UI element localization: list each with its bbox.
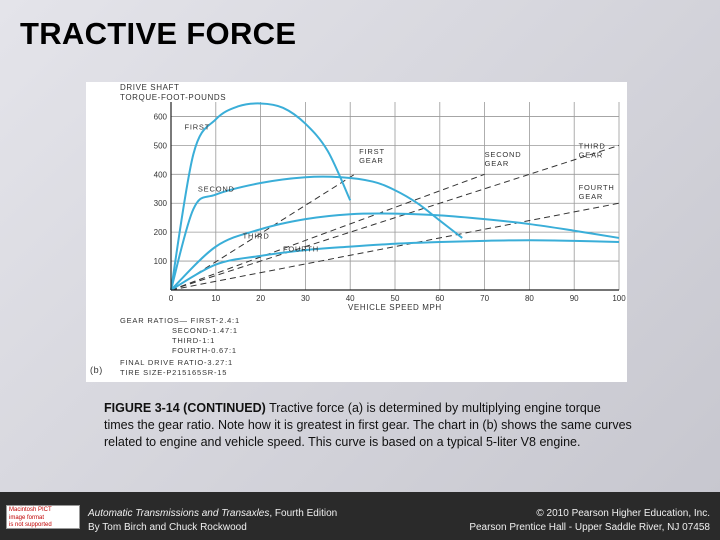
- pict-badge-line1: Macintosh PICT: [9, 507, 52, 513]
- series-first-gear-line: [170, 173, 355, 291]
- curve-annotation: SECOND: [198, 185, 235, 194]
- publisher-text: Pearson Prentice Hall - Upper Saddle Riv…: [469, 522, 710, 533]
- pict-badge-line2: image format: [9, 514, 45, 521]
- curve-annotation: THIRD: [243, 232, 270, 241]
- panel-label: (b): [90, 365, 103, 375]
- x-tick-label: 0: [169, 294, 174, 303]
- series-second-curve: [170, 175, 463, 291]
- curve-annotation: FIRST: [184, 122, 210, 131]
- book-title: Automatic Transmissions and Transaxles: [88, 508, 270, 519]
- y-axis-label-line1: DRIVE SHAFT: [120, 83, 180, 92]
- series-fourth-curve: [170, 239, 620, 291]
- x-tick-label: 50: [391, 294, 400, 303]
- x-tick-label: 30: [301, 294, 310, 303]
- x-tick-label: 20: [256, 294, 265, 303]
- x-tick-label: 100: [612, 294, 626, 303]
- y-tick-label: 500: [154, 141, 168, 150]
- copyright-text: © 2010 Pearson Higher Education, Inc.: [536, 508, 710, 519]
- series-fourth-gear-line: [170, 202, 620, 291]
- curve-annotation: FOURTH: [579, 183, 615, 192]
- curve-annotation: GEAR: [579, 192, 603, 201]
- x-tick-label: 70: [480, 294, 489, 303]
- gear-ratios-line1: GEAR RATIOS— FIRST-2.4:1: [120, 316, 240, 325]
- caption-label: FIGURE 3-14 (CONTINUED): [104, 401, 266, 415]
- y-tick-label: 400: [154, 170, 168, 179]
- figure-caption: FIGURE 3-14 (CONTINUED) Tractive force (…: [104, 400, 632, 451]
- final-drive-ratio: FINAL DRIVE RATIO-3.27:1: [120, 358, 233, 367]
- series-second-gear-line: [170, 173, 485, 291]
- y-tick-label: 200: [154, 228, 168, 237]
- x-tick-label: 80: [525, 294, 534, 303]
- curve-annotation: FIRST: [359, 147, 385, 156]
- pict-badge-line3: is not supported: [9, 522, 52, 528]
- curve-annotation: SECOND: [485, 150, 522, 159]
- gear-ratios-line4: FOURTH-0.67:1: [172, 346, 237, 355]
- torque-speed-chart: 0 10 20 30 40 50 60 70 80 90 100 100 200 300 400 500 600…: [90, 83, 626, 377]
- x-axis-label: VEHICLE SPEED MPH: [348, 303, 442, 312]
- series-third-gear-line: [170, 144, 620, 291]
- y-tick-label: 600: [154, 112, 168, 121]
- curve-annotation: GEAR: [579, 150, 603, 159]
- y-tick-label: 100: [154, 257, 168, 266]
- caption-text: Tractive force (a) is determined by mult…: [104, 401, 632, 449]
- footer-book-info: Automatic Transmissions and Transaxles, …: [88, 507, 337, 535]
- y-tick-label: 300: [154, 199, 168, 208]
- tire-size: TIRE SIZE-P215165SR-15: [120, 368, 227, 377]
- curve-annotation: GEAR: [485, 159, 509, 168]
- curve-annotation: THIRD: [579, 141, 606, 150]
- curve-annotation: GEAR: [359, 156, 383, 165]
- figure-panel: 0 10 20 30 40 50 60 70 80 90 100 100 200 300 400 500 600…: [86, 82, 627, 382]
- gear-ratios-line2: SECOND-1.47:1: [172, 326, 238, 335]
- y-axis-label-line2: TORQUE-FOOT-POUNDS: [120, 93, 226, 102]
- series-first-curve: [170, 102, 352, 291]
- book-edition: , Fourth Edition: [269, 508, 338, 519]
- gear-ratios-line3: THIRD-1:1: [172, 336, 215, 345]
- x-tick-label: 10: [211, 294, 220, 303]
- x-tick-label: 40: [346, 294, 355, 303]
- footer-bar: [0, 492, 720, 540]
- curve-annotation: FOURTH: [283, 245, 319, 254]
- slide-title: TRACTIVE FORCE: [20, 16, 297, 51]
- book-authors: By Tom Birch and Chuck Rockwood: [88, 522, 247, 533]
- footer-publisher-info: © 2010 Pearson Higher Education, Inc. Pe…: [469, 507, 710, 535]
- x-tick-label: 90: [570, 294, 579, 303]
- x-tick-label: 60: [435, 294, 444, 303]
- series-third-curve: [170, 212, 620, 291]
- pict-placeholder-image: Macintosh PICT image format is not suppo…: [6, 505, 80, 529]
